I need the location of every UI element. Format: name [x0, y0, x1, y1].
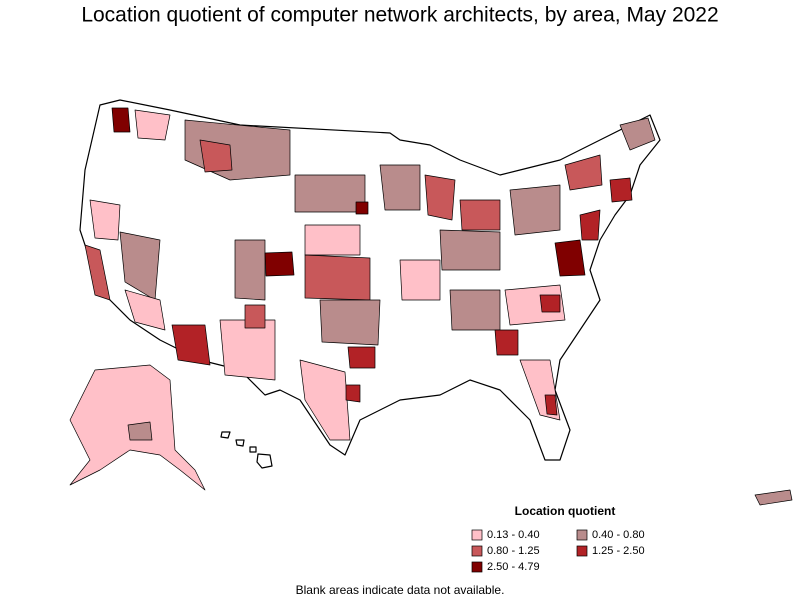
area [544, 394, 558, 416]
area [564, 154, 603, 191]
area [171, 324, 211, 366]
area [379, 164, 421, 211]
area [294, 174, 366, 213]
legend-label: 2.50 - 4.79 [487, 561, 540, 573]
area [494, 329, 519, 356]
area [199, 139, 233, 173]
area [304, 254, 371, 301]
map-title: Location quotient of computer network ar… [81, 4, 718, 27]
area [449, 289, 501, 331]
area [509, 184, 561, 236]
map [69, 99, 793, 506]
area [319, 299, 381, 346]
area [399, 259, 441, 301]
area [355, 201, 369, 215]
area [89, 199, 121, 241]
area [219, 319, 276, 381]
legend-swatch [471, 545, 483, 557]
area [134, 109, 171, 141]
legend-label: 1.25 - 2.50 [592, 545, 645, 557]
area [234, 239, 266, 301]
area [579, 209, 601, 241]
legend-swatch [576, 545, 588, 557]
legend-swatch [471, 529, 483, 541]
area [424, 174, 456, 221]
hawaii [220, 431, 273, 469]
area [345, 384, 361, 403]
area [609, 177, 633, 203]
area [347, 346, 376, 369]
area [111, 107, 131, 133]
area-patches [84, 107, 656, 441]
area [299, 359, 351, 441]
area [244, 304, 266, 329]
legend-items: 0.13 - 0.40 0.40 - 0.80 0.80 - 1.25 1.25 - … [471, 529, 645, 573]
area [554, 239, 586, 277]
legend-label: 0.13 - 0.40 [487, 529, 540, 541]
legend: Location quotient 0.13 - 0.40 0.40 - 0.80… [471, 504, 645, 573]
area [264, 251, 295, 277]
legend-label: 0.80 - 1.25 [487, 545, 540, 557]
legend-swatch [576, 529, 588, 541]
legend-swatch [471, 561, 483, 573]
legend-title: Location quotient [515, 504, 616, 518]
puerto-rico [754, 489, 793, 506]
area [459, 199, 501, 231]
area [304, 224, 361, 256]
area [539, 294, 561, 313]
area [127, 421, 153, 441]
area [619, 117, 656, 151]
area [84, 244, 111, 301]
footnote: Blank areas indicate data not available. [296, 583, 505, 597]
legend-label: 0.40 - 0.80 [592, 529, 645, 541]
area [439, 229, 501, 271]
area [124, 289, 166, 331]
